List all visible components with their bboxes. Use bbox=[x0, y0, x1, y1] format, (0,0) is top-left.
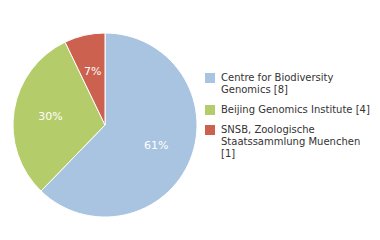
svg-text:7%: 7% bbox=[84, 65, 101, 78]
svg-text:61%: 61% bbox=[144, 139, 168, 152]
html-text:SNSB, Zoologische Staatssammlu: SNSB, Zoologische Staatssammlung Muenche… bbox=[221, 124, 361, 159]
html-text:Beijing Genomics Institute [4]: Beijing Genomics Institute [4] bbox=[221, 104, 370, 115]
html-text:Centre for Biodiversity Genomi: Centre for Biodiversity Genomics [8] bbox=[221, 72, 334, 95]
svg-text:30%: 30% bbox=[38, 110, 62, 123]
